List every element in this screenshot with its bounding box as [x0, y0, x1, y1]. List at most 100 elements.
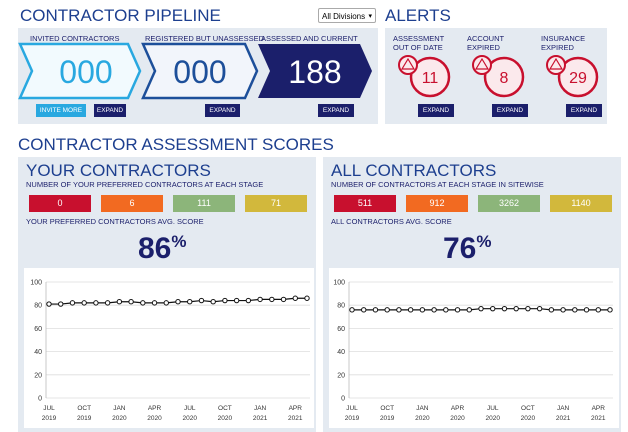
data-point	[560, 307, 566, 313]
data-point	[140, 300, 146, 306]
stage-count: 6	[101, 195, 163, 212]
panel-title: YOUR CONTRACTORS	[26, 161, 211, 180]
data-point	[431, 307, 437, 313]
data-point	[478, 305, 484, 312]
data-point	[198, 297, 205, 304]
division-select-text: All Divisions	[322, 12, 366, 21]
data-point	[104, 300, 111, 306]
data-point	[245, 297, 252, 304]
invite-button[interactable]: INVITE MORE	[36, 104, 86, 117]
alert-label: ACCOUNT EXPIRED	[467, 34, 504, 52]
data-point	[548, 307, 555, 313]
data-point	[93, 300, 99, 306]
chevron	[141, 42, 259, 100]
data-point	[595, 307, 601, 313]
alert-label: ASSESSMENT OUT OF DATE	[393, 34, 445, 52]
avg-score-unit: %	[476, 232, 492, 251]
x-tick-label: JAN 2021	[253, 405, 268, 422]
stage-label: ASSESSED AND CURRENT	[261, 34, 358, 43]
data-point	[304, 295, 310, 301]
alert-count: 11	[422, 70, 439, 87]
x-tick-label: JAN 2020	[112, 405, 127, 422]
stage-label: INVITED CONTRACTORS	[30, 34, 120, 43]
x-tick-label: APR 2021	[288, 405, 303, 422]
data-point	[257, 296, 263, 303]
alert-circle	[557, 56, 599, 98]
data-point	[233, 297, 240, 304]
x-tick-label: APR 2020	[147, 405, 162, 422]
y-tick-label: 100	[333, 280, 345, 287]
y-tick-label: 100	[30, 280, 42, 287]
data-point	[607, 307, 613, 313]
avg-score: 86%	[138, 232, 187, 266]
data-point	[372, 307, 379, 313]
x-tick-label: JAN 2020	[415, 405, 430, 422]
data-point	[501, 305, 508, 312]
y-tick-label: 20	[34, 372, 42, 379]
data-point	[128, 299, 134, 305]
expand-button[interactable]: EXPAND	[566, 104, 602, 117]
data-point	[490, 305, 496, 312]
avg-score-value: 86	[138, 232, 172, 265]
chevron	[258, 44, 372, 98]
x-tick-label: APR 2021	[591, 405, 606, 422]
pipeline-title: CONTRACTOR PIPELINE	[20, 6, 221, 25]
data-point	[536, 305, 543, 312]
avg-score: 76%	[443, 232, 492, 266]
avg-score-value: 76	[443, 232, 477, 265]
stage-count: 111	[173, 195, 235, 212]
expand-button[interactable]: EXPAND	[205, 104, 240, 117]
division-select[interactable]: All Divisions ▾	[318, 8, 376, 23]
data-point	[116, 299, 123, 305]
y-tick-label: 20	[337, 372, 345, 379]
data-point	[583, 307, 590, 313]
stage-count: 912	[406, 195, 468, 212]
x-tick-label: OCT 2019	[380, 405, 395, 422]
stages-label: NUMBER OF YOUR PREFERRED CONTRACTORS AT …	[26, 180, 264, 189]
x-tick-label: JUL 2020	[182, 405, 197, 422]
data-point	[58, 301, 64, 307]
data-point	[222, 297, 228, 304]
x-tick-label: OCT 2020	[521, 405, 536, 422]
data-point	[454, 307, 461, 313]
alerts-title: ALERTS	[385, 6, 451, 25]
y-tick-label: 60	[337, 326, 345, 333]
data-point	[163, 300, 169, 306]
panel-title: ALL CONTRACTORS	[331, 161, 497, 180]
x-tick-label: OCT 2020	[218, 405, 233, 422]
stage-label: REGISTERED BUT UNASSESSED	[145, 34, 265, 43]
data-point	[292, 295, 298, 301]
data-point	[572, 307, 578, 313]
expand-button[interactable]: EXPAND	[94, 104, 126, 117]
y-tick-label: 0	[341, 396, 345, 403]
avg-score-unit: %	[171, 232, 187, 251]
chart-area	[24, 268, 314, 428]
y-tick-label: 40	[34, 349, 42, 356]
expand-button[interactable]: EXPAND	[492, 104, 528, 117]
stage-count: 0	[29, 195, 91, 212]
stage-count: 3262	[478, 195, 540, 212]
x-tick-label: APR 2020	[450, 405, 465, 422]
pipeline-count: 188	[288, 54, 341, 90]
scores-title: CONTRACTOR ASSESSMENT SCORES	[18, 135, 334, 154]
data-point	[187, 299, 193, 305]
x-tick-label: JAN 2021	[556, 405, 571, 422]
alert-count: 8	[500, 70, 509, 87]
data-point	[443, 307, 449, 313]
x-tick-label: JUL 2019	[345, 405, 360, 422]
expand-button[interactable]: EXPAND	[318, 104, 354, 117]
data-point	[151, 300, 158, 306]
alert-count: 29	[569, 70, 587, 87]
y-tick-label: 80	[337, 303, 345, 310]
stage-count: 71	[245, 195, 307, 212]
data-point	[466, 307, 472, 313]
y-tick-label: 40	[337, 349, 345, 356]
x-tick-label: JUL 2020	[485, 405, 500, 422]
y-tick-label: 0	[38, 396, 42, 403]
y-tick-label: 60	[34, 326, 42, 333]
alert-circle	[409, 56, 451, 98]
expand-button[interactable]: EXPAND	[418, 104, 454, 117]
warning-icon	[474, 57, 490, 70]
